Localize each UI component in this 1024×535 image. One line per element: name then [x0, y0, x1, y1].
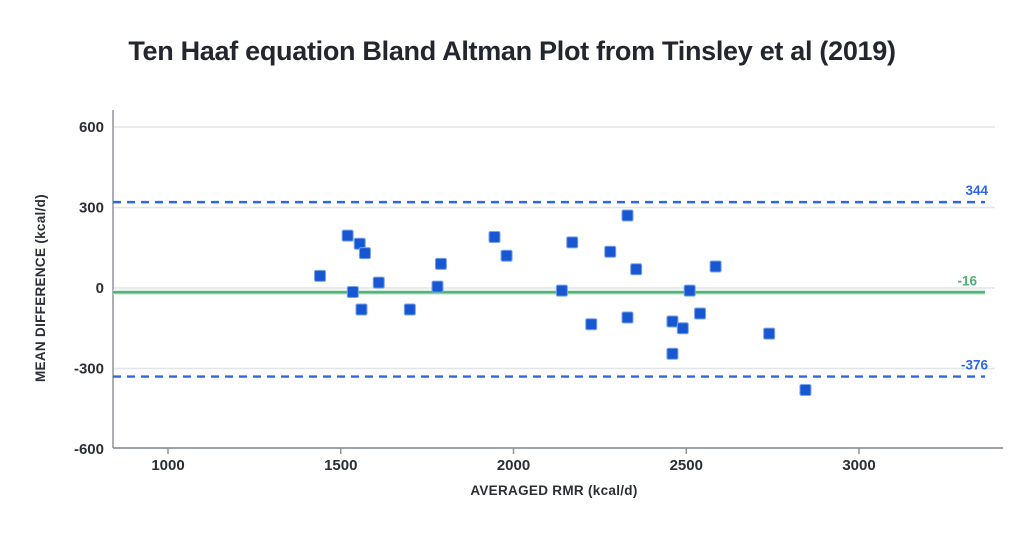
data-point — [694, 307, 707, 320]
mean-difference-label: -16 — [957, 273, 977, 288]
data-point — [355, 303, 368, 316]
x-tick-label-2500: 2500 — [670, 457, 703, 474]
data-point — [488, 231, 501, 244]
data-point — [666, 347, 679, 360]
data-point — [314, 269, 327, 282]
data-point — [555, 284, 568, 297]
x-tick-label-1500: 1500 — [324, 457, 357, 474]
data-point — [621, 311, 634, 324]
data-point — [666, 315, 679, 328]
y-tick-label-0: 0 — [96, 280, 104, 297]
data-point — [630, 263, 643, 276]
data-point — [341, 229, 354, 242]
chart-title: Ten Haaf equation Bland Altman Plot from… — [128, 36, 896, 66]
data-point — [585, 318, 598, 331]
y-axis-title: MEAN DIFFERENCE (kcal/d) — [33, 194, 48, 382]
upper-limit-of-agreement-label: 344 — [965, 183, 988, 198]
data-point — [676, 322, 689, 335]
y-tick-label-600: 600 — [79, 119, 104, 136]
data-point — [683, 284, 696, 297]
x-tick-label-3000: 3000 — [842, 457, 875, 474]
data-point — [358, 247, 371, 260]
x-axis-title: AVERAGED RMR (kcal/d) — [470, 483, 637, 498]
data-point — [604, 245, 617, 258]
data-point — [434, 257, 447, 270]
y-tick-label-300: 300 — [79, 200, 104, 217]
lower-limit-of-agreement-label: -376 — [961, 358, 989, 373]
x-tick-label-1000: 1000 — [151, 457, 184, 474]
y-tick-label--300: -300 — [74, 361, 104, 378]
data-point — [372, 276, 385, 289]
data-point — [431, 280, 444, 293]
data-point — [500, 249, 513, 262]
data-point — [566, 236, 579, 249]
y-tick-label--600: -600 — [74, 441, 104, 458]
data-point — [621, 209, 634, 222]
data-point — [346, 286, 359, 299]
x-tick-label-2000: 2000 — [497, 457, 530, 474]
data-point — [403, 303, 416, 316]
data-point — [763, 327, 776, 340]
data-point — [709, 260, 722, 273]
data-point — [799, 383, 812, 396]
